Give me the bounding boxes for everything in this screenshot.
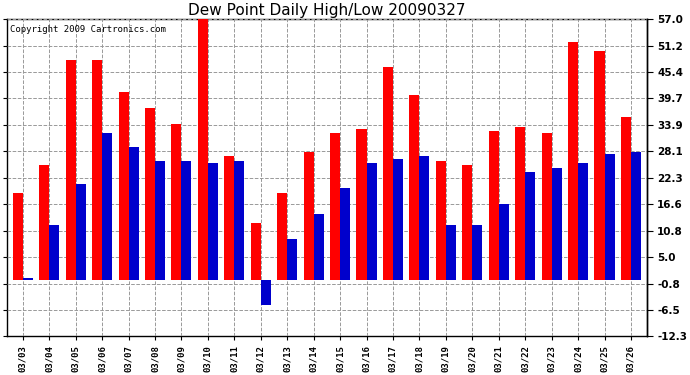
Bar [393, 159, 403, 280]
Bar [420, 156, 429, 280]
Bar [119, 92, 128, 280]
Bar [366, 163, 377, 280]
Bar [489, 131, 499, 280]
Bar [277, 193, 287, 280]
Bar [525, 172, 535, 280]
Bar [462, 165, 472, 280]
Bar [235, 161, 244, 280]
Bar [208, 163, 218, 280]
Bar [12, 193, 23, 280]
Bar [23, 278, 33, 280]
Bar [102, 134, 112, 280]
Bar [621, 117, 631, 280]
Bar [595, 51, 604, 280]
Bar [631, 152, 641, 280]
Bar [39, 165, 49, 280]
Bar [340, 188, 350, 280]
Bar [261, 280, 270, 305]
Bar [287, 239, 297, 280]
Bar [181, 161, 192, 280]
Bar [49, 225, 59, 280]
Bar [578, 163, 588, 280]
Bar [604, 154, 615, 280]
Bar [314, 214, 324, 280]
Bar [224, 156, 235, 280]
Bar [330, 134, 340, 280]
Bar [551, 168, 562, 280]
Bar [499, 204, 509, 280]
Bar [171, 124, 181, 280]
Text: Copyright 2009 Cartronics.com: Copyright 2009 Cartronics.com [10, 25, 166, 34]
Bar [446, 225, 456, 280]
Bar [145, 108, 155, 280]
Bar [409, 94, 420, 280]
Bar [250, 223, 261, 280]
Bar [542, 134, 551, 280]
Bar [357, 129, 366, 280]
Bar [66, 60, 76, 280]
Bar [198, 16, 208, 280]
Bar [76, 184, 86, 280]
Title: Dew Point Daily High/Low 20090327: Dew Point Daily High/Low 20090327 [188, 3, 466, 18]
Bar [128, 147, 139, 280]
Bar [472, 225, 482, 280]
Bar [155, 161, 165, 280]
Bar [383, 67, 393, 280]
Bar [304, 152, 314, 280]
Bar [92, 60, 102, 280]
Bar [568, 42, 578, 280]
Bar [436, 161, 446, 280]
Bar [515, 127, 525, 280]
